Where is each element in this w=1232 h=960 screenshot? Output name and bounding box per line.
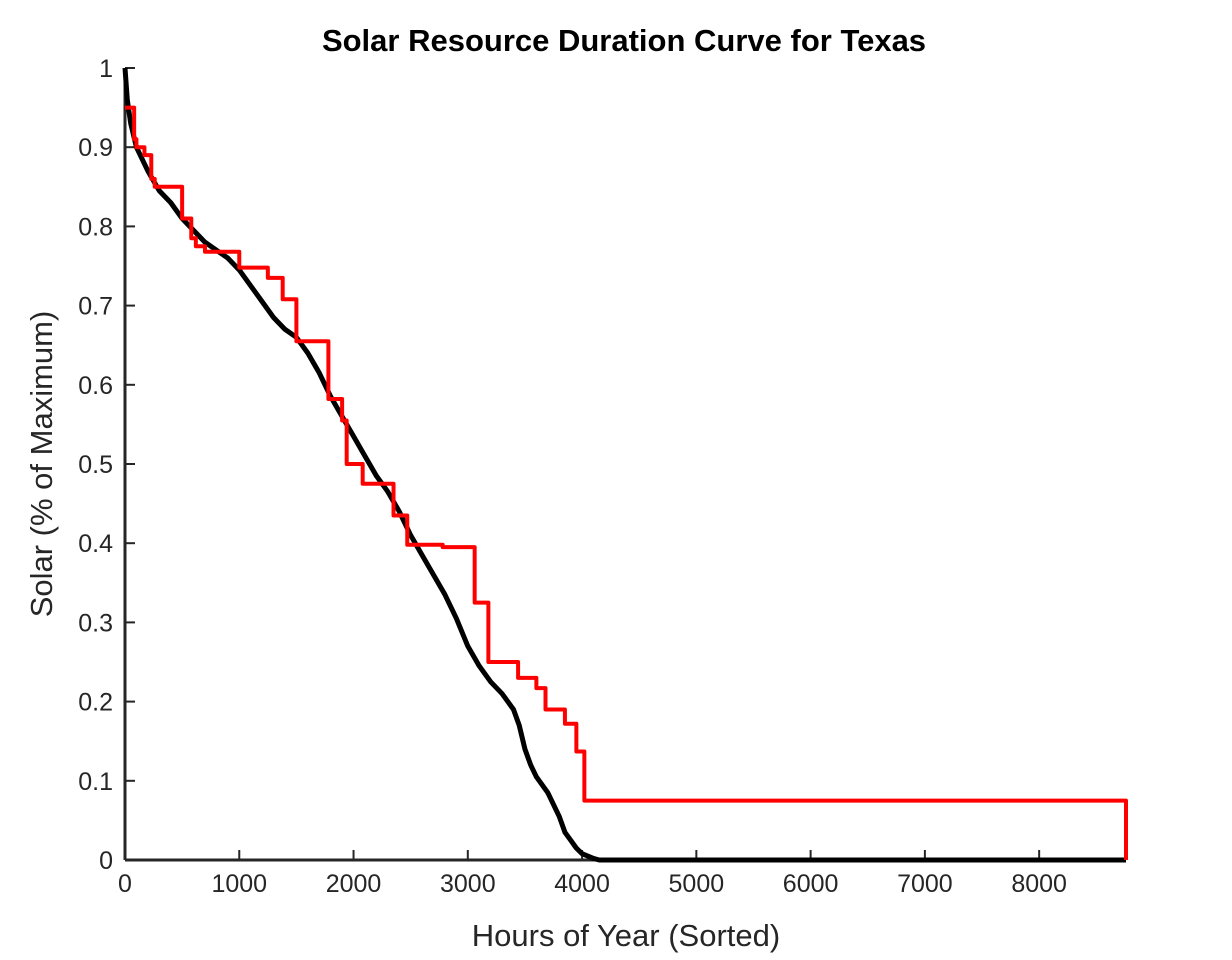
y-tick-label: 0.9 [78,134,113,162]
y-tick-label: 0.2 [78,689,113,717]
series-line-2 [125,105,1128,860]
series-layer [122,67,1128,863]
y-tick-label: 0.7 [78,293,113,321]
x-tick-label: 2000 [326,870,382,898]
x-tick-label: 8000 [1011,870,1067,898]
axes: 0 1000 2000 3000 4000 5000 6000 7000 8000 0 0.1 0.2… [78,55,1126,898]
x-tick-label: 5000 [669,870,725,898]
y-tick-label: 0.1 [78,768,113,796]
chart-title: Solar Resource Duration Curve for Texas [322,23,926,58]
x-tick-label: 1000 [211,870,267,898]
y-tick-label: 0 [99,847,113,875]
y-tick-label: 0.3 [78,609,113,637]
y-tick-label: 0.5 [78,451,113,479]
x-tick-label: 3000 [440,870,496,898]
y-tick-label: 0.4 [78,530,113,558]
x-axis-label: Hours of Year (Sorted) [472,918,780,953]
y-tick-label: 0.6 [78,372,113,400]
y-tick-label: 1 [99,55,113,83]
x-tick-label: 6000 [783,870,839,898]
x-tick-label: 7000 [897,870,953,898]
series-line-1 [122,67,1126,863]
x-tick-label: 0 [118,870,132,898]
x-tick-label: 4000 [554,870,610,898]
y-tick-label: 0.8 [78,213,113,241]
y-axis-label: Solar (% of Maximum) [24,311,59,618]
